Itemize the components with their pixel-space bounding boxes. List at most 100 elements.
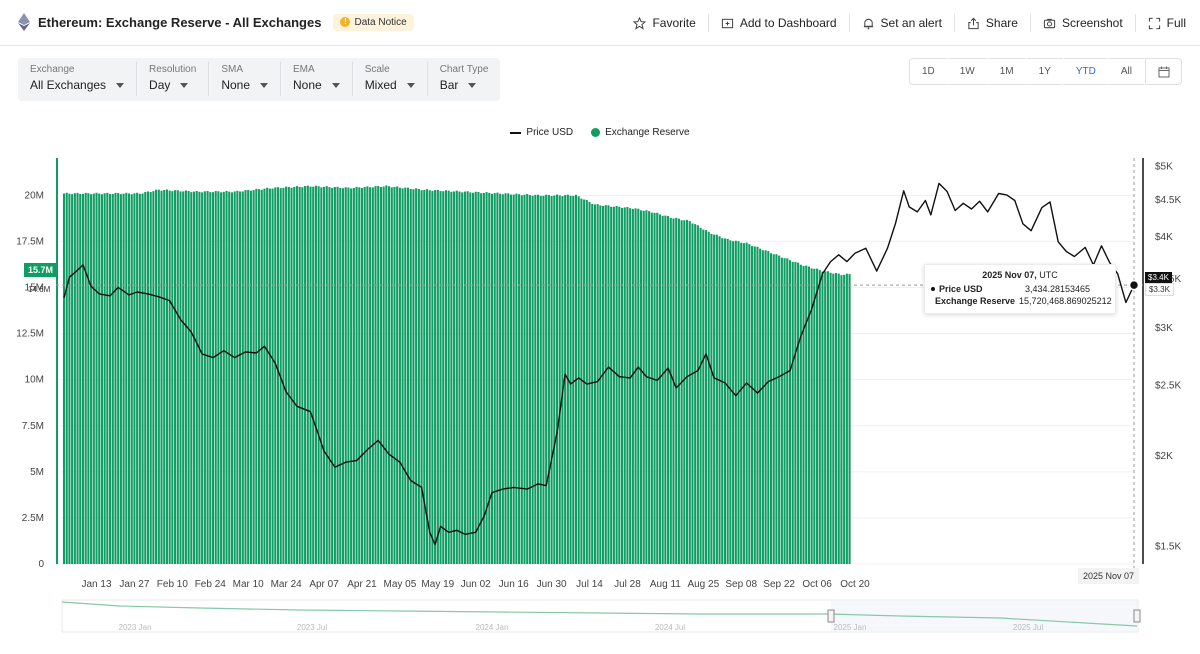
reserve-bar [477,191,480,565]
resolution-label: Resolution [149,64,197,75]
reserve-bar [788,260,792,564]
range-all[interactable]: All [1109,58,1145,85]
add-to-dashboard-button[interactable]: Add to Dashboard [709,14,850,32]
reserve-bar [425,189,429,564]
reserve-bar [821,271,824,564]
reserve-bar [442,191,445,565]
scale-select[interactable]: Scale Mixed [353,62,428,96]
x-tick-label: Sep 22 [763,579,795,590]
reserve-bar [320,187,323,564]
reserve-bar [542,195,545,564]
reserve-bar [333,187,336,565]
navigator-label: 2025 Jul [1013,623,1043,632]
exchange-select[interactable]: Exchange All Exchanges [18,62,138,96]
reserve-bar [802,265,805,564]
reserve-bar [415,188,418,565]
reserve-bar [62,193,66,565]
range-1d[interactable]: 1D [910,58,948,85]
ema-select[interactable]: EMA None [281,62,353,96]
screenshot-button[interactable]: Screenshot [1031,14,1136,32]
reserve-bar [125,192,128,564]
left-tick-label: 20M [25,190,44,201]
reserve-bar [325,186,328,565]
reserve-bar [182,191,185,564]
reserve-bar [317,186,320,564]
reserve-bar [420,190,423,564]
fullscreen-button[interactable]: Full [1136,14,1190,32]
reserve-bar [347,187,350,564]
reserve-bar [168,190,171,564]
x-tick-label: Apr 21 [347,579,377,590]
chart-type-select[interactable]: Chart Type Bar [428,62,501,96]
reserve-bar [304,186,307,564]
reserve-bar [620,207,624,565]
toolbar-actions: Favorite Add to Dashboard Set an alert S… [621,14,1190,32]
reserve-bar [639,210,643,565]
range-1m[interactable]: 1M [988,58,1027,85]
reserve-bar [152,191,155,564]
reserve-bar [778,255,781,564]
reserve-bar [417,189,420,564]
reserve-bar [241,191,244,564]
reserve-bar [309,186,312,564]
favorite-button[interactable]: Favorite [621,14,709,32]
left-tick-label: 5M [30,467,44,478]
reserve-bar [390,187,393,564]
reserve-bar [818,270,821,564]
range-1y[interactable]: 1Y [1027,58,1064,85]
x-tick-label: Jan 13 [81,579,111,590]
right-tick-label: $4.5K [1155,195,1181,206]
reserve-bar [92,193,95,564]
reserve-bar [469,192,472,565]
reserve-bar [493,193,496,564]
resolution-select[interactable]: Resolution Day [137,62,210,96]
share-button[interactable]: Share [955,14,1031,32]
navigator-handle[interactable] [1133,609,1141,623]
reserve-bar [658,214,661,564]
reserve-bar [545,194,548,564]
range-ytd[interactable]: YTD [1064,58,1109,85]
reserve-bar [461,192,464,564]
x-tick-label: Mar 10 [233,579,265,590]
reserve-bar [629,208,632,564]
crosshair-left-secondary: 14.6M [28,285,51,294]
set-alert-button[interactable]: Set an alert [850,14,955,32]
reserve-bar [301,187,304,564]
price-line [63,182,1135,546]
reserve-bar [146,191,150,564]
reserve-bar [436,189,439,564]
reserve-bar [385,185,388,565]
legend-price[interactable]: Price USD [510,127,573,138]
add-to-dashboard-label: Add to Dashboard [739,16,837,30]
info-icon: ! [340,17,351,27]
reserve-bar [840,275,843,564]
fullscreen-icon [1148,17,1160,29]
range-1w[interactable]: 1W [948,58,988,85]
chart-canvas[interactable]: 0 2.5M 5M 7.5M 10M 12.5M 15M 17.5M 20M $1.5K $2K $2… [0,150,1200,590]
reserve-bar [341,188,345,565]
reserve-bar [122,193,125,564]
reserve-bar [388,186,391,565]
reserve-bar [775,254,778,564]
navigator-handle[interactable] [827,609,835,623]
tooltip-date: 2025 Nov 07 [982,270,1035,280]
range-navigator[interactable]: 2023 Jan 2023 Jul 2024 Jan 2024 Jul 2025 Jan… [0,596,1200,636]
reserve-bar [201,192,204,564]
reserve-bar [187,191,190,564]
reserve-bar [236,190,239,564]
x-tick-label: Mar 24 [271,579,303,590]
reserve-bar [271,188,274,564]
reserve-bar [631,208,634,564]
reserve-bar [767,251,770,564]
calendar-button[interactable] [1145,58,1181,85]
reserve-bar [249,190,252,564]
reserve-bar [482,192,485,565]
data-notice-button[interactable]: ! Data Notice [333,13,414,31]
sma-select[interactable]: SMA None [209,62,281,96]
reserve-bar [68,193,71,564]
reserve-bar [439,191,442,564]
legend-reserve[interactable]: Exchange Reserve [591,127,690,138]
reserve-bar [759,248,762,564]
reserve-bar [160,190,163,565]
x-tick-label: May 19 [421,579,454,590]
